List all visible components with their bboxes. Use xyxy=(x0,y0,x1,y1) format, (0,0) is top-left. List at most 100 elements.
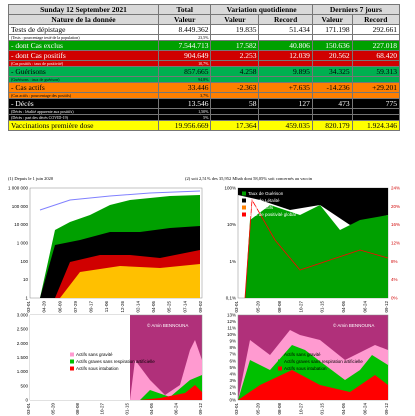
legend-label: Actifs sous intubation xyxy=(284,366,327,371)
y-tick-label: 4% xyxy=(229,371,236,376)
y-tick-label: 9% xyxy=(229,339,236,344)
cell xyxy=(258,108,313,115)
y-tick-label: 8% xyxy=(229,345,236,350)
y-tick-label: 7% xyxy=(229,352,236,357)
x-tick-label: 09-12 xyxy=(384,301,389,313)
x-tick-label: 06-24 xyxy=(363,301,368,313)
legend-swatch xyxy=(242,191,246,196)
legend-label: Actifs sans gravité xyxy=(284,352,321,357)
legend-label: Taux d'Actifs xyxy=(248,205,274,210)
chart-2: 100% 10% 1% 0,1% 24% 20% 16% 12% 8% 4% 0% 03-01 05-2… xyxy=(224,186,400,313)
cell xyxy=(351,108,401,115)
y-tick-label: 2.500 xyxy=(17,327,29,332)
cell: 19.956.669 xyxy=(157,120,212,131)
chart-1: 1 000 000 100 000 10 000 1 000 100 10 103-01 04… xyxy=(8,186,203,313)
y-tick-label: 0% xyxy=(229,398,236,403)
legend-swatch xyxy=(278,359,282,364)
cell: +29.201 xyxy=(351,82,401,93)
y-tick-label: 100 xyxy=(20,259,28,264)
y-tick-label: 10% xyxy=(227,332,236,337)
row: Vaccinations première dose 19.956.669 17.3… xyxy=(8,120,401,131)
x-tick-label: 04-05 xyxy=(341,403,346,415)
x-tick-label: 01-15 xyxy=(320,301,325,313)
y2-tick-label: 16% xyxy=(391,222,400,227)
stats-table: Sunday 12 September 2021 Total Variation q… xyxy=(8,4,401,131)
legend-swatch xyxy=(242,205,246,210)
cell: 33.446 xyxy=(157,82,212,93)
legend-label: Taux de Guérison xyxy=(248,191,284,196)
sub-row: (Décès : létalité apparente aux positifs… xyxy=(8,108,401,115)
cell: 59.313 xyxy=(351,66,401,77)
cell: 1,50% xyxy=(157,108,212,115)
watermark: © Amin BENNOUNA xyxy=(147,322,188,328)
legend-swatch xyxy=(278,366,282,371)
y-tick-label: 100% xyxy=(224,186,236,191)
y-tick-label: 1% xyxy=(229,391,236,396)
x-tick-label: 05-20 xyxy=(51,403,56,415)
y-tick-label: 11% xyxy=(227,326,236,331)
y-tick-label: 5% xyxy=(229,365,236,370)
legend-label: Actifs sous intubation xyxy=(76,366,119,371)
x-tick-label: 03-01 xyxy=(26,403,31,415)
y2-tick-label: 8% xyxy=(391,259,398,264)
y-tick-label: 0,1% xyxy=(226,296,236,301)
legend-swatch xyxy=(70,359,74,364)
y-tick-label: 10% xyxy=(227,222,236,227)
y-tick-label: 3% xyxy=(229,378,236,383)
y-tick-label: 10 000 xyxy=(14,222,28,227)
x-tick-label: 03-01 xyxy=(26,301,31,313)
legend-label: Taux de positivité global xyxy=(248,212,296,217)
legend-swatch xyxy=(70,366,74,371)
y-tick-label: 500 xyxy=(20,383,28,388)
x-tick-label: 01-15 xyxy=(124,403,129,415)
x-tick-label: 08-08 xyxy=(75,403,80,415)
y-tick-label: 12% xyxy=(227,319,236,324)
x-tick-label: 02-14 xyxy=(135,301,140,313)
y2-tick-label: 20% xyxy=(391,204,400,209)
x-tick-label: 10-27 xyxy=(298,301,303,313)
x-tick-label: 09-12 xyxy=(198,403,203,415)
x-tick-label: 04-20 xyxy=(42,301,47,313)
cell: 127 xyxy=(258,98,313,109)
x-tick-label: 10-27 xyxy=(100,403,105,415)
x-tick-label: 04-05 xyxy=(149,403,154,415)
sub-row: (Tests : pourcentage testé de la populat… xyxy=(8,34,401,41)
cell: 1.924.346 xyxy=(351,120,401,131)
chart-4: 13%12% 11%10% 9%8% 7%6% 5%4% 3%2% 1% 0%03-01 05-… xyxy=(227,313,389,415)
cell: 459.035 xyxy=(258,120,313,131)
cell: 13.546 xyxy=(157,98,212,109)
x-tick-label: 07-29 xyxy=(73,301,78,313)
cell: +7.635 xyxy=(258,82,313,93)
legend-swatch xyxy=(242,212,246,217)
x-tick-label: 09-17 xyxy=(89,301,94,313)
x-tick-label: 05-25 xyxy=(167,301,172,313)
x-tick-label: 05-20 xyxy=(255,403,260,415)
footnote: (1) Depuis le 1 juin 2020 xyxy=(8,176,54,181)
footnote: (2) soit 2,51% des 35,952 Mhab dont 58,0… xyxy=(185,176,312,181)
y2-tick-label: 0% xyxy=(391,296,398,301)
y-tick-label: 2.000 xyxy=(17,341,29,346)
y2-tick-label: 12% xyxy=(391,241,400,246)
cell: 904.649 xyxy=(157,50,212,61)
cell: 857.665 xyxy=(157,66,212,77)
y-tick-label: 3.000 xyxy=(17,313,29,318)
row: - Décès 13.546 58 127 473 775 xyxy=(8,98,401,109)
y-tick-label: 2% xyxy=(229,384,236,389)
legend-label: Taux de Létalité xyxy=(248,198,280,203)
y-tick-label: 100 000 xyxy=(12,204,29,209)
x-tick-label: 04-05 xyxy=(151,301,156,313)
x-tick-label: 03-01 xyxy=(234,301,239,313)
legend-swatch xyxy=(70,352,74,357)
y-tick-label: 1% xyxy=(229,259,236,264)
y-tick-label: 0 xyxy=(25,398,28,403)
x-tick-label: 06-09 xyxy=(57,301,62,313)
x-tick-label: 09-12 xyxy=(384,403,389,415)
x-tick-label: 08-08 xyxy=(277,403,282,415)
chart-3: 3.000 2.500 2.000 1.500 1.000 500 003-01 05-20 0… xyxy=(17,313,203,415)
cell: 292.661 xyxy=(351,24,401,35)
x-tick-label: 08-08 xyxy=(277,301,282,313)
sub-row: (Guérisons : taux de guérison) 94,8% xyxy=(8,76,401,83)
y-tick-label: 10 xyxy=(23,277,29,282)
